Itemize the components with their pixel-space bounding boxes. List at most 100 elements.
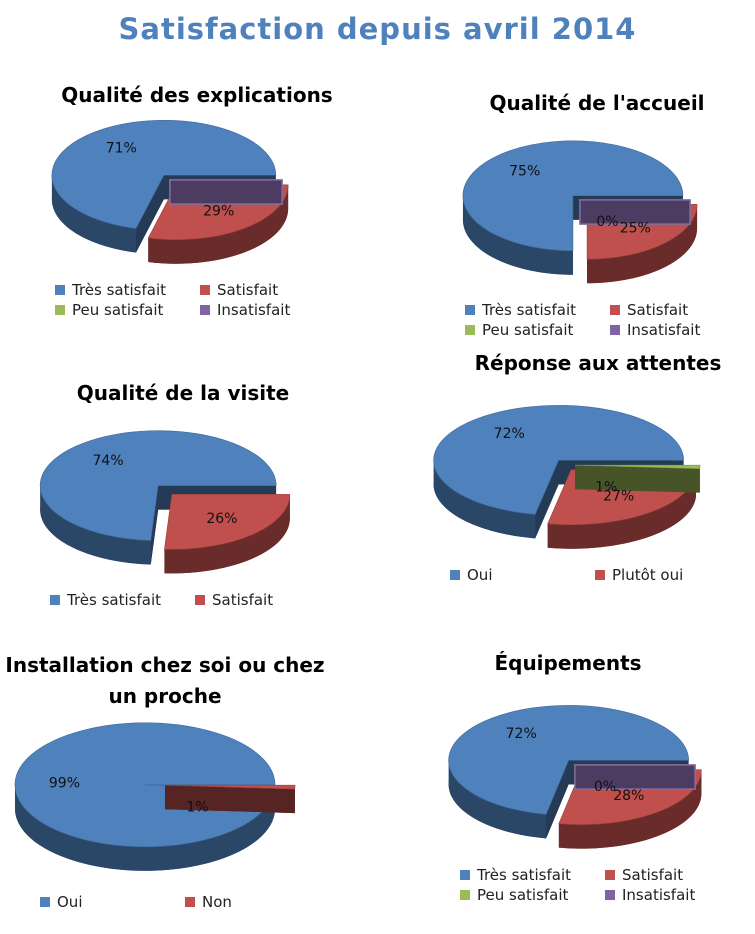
legend-item: Plutôt oui [595,566,740,584]
legend-item: Insatisfait [200,301,345,319]
legend-swatch [50,595,60,605]
slice-side [547,473,696,549]
legend-swatch [460,890,470,900]
legend: Très satisfait Satisfait Peu satisfait Insa… [460,866,750,904]
value-label: 0% [596,214,618,230]
pie: 71% 29% [51,119,289,264]
legend-item: Oui [450,566,595,584]
slice-edge [169,179,283,205]
slice-edge [574,764,696,790]
value-label: 74% [93,453,124,469]
legend-item: Non [185,893,330,911]
value-label: 1% [595,480,617,496]
slice-cut [136,175,164,253]
legend-label: Oui [57,893,83,911]
slice [574,464,701,469]
slice-side [448,760,547,839]
pie: 99% 1% [14,722,296,871]
slice [39,430,277,541]
legend-label: Satisfait [212,591,274,609]
chart-title: Installation chez soi ou chez un proche [5,653,325,708]
legend-label: Non [202,893,232,911]
value-label: 28% [613,788,644,804]
value-label: 72% [494,426,525,442]
slice-cut [546,760,569,839]
slice [448,705,689,815]
legend-swatch [610,325,620,335]
slice [14,722,276,848]
legend-item: Satisfait [195,591,340,609]
slice-cut [164,785,295,810]
value-label: 72% [506,726,537,742]
value-label: 29% [203,204,234,220]
legend-item: Insatisfait [605,886,750,904]
legend-swatch [605,890,615,900]
value-label: 75% [509,164,540,180]
main-title: Satisfaction depuis avril 2014 [118,12,637,46]
legend-label: Très satisfait [67,591,161,609]
value-label: 99% [49,776,80,792]
legend-swatch [460,870,470,880]
slice [164,494,291,550]
legend-item: Insatisfait [610,321,755,339]
legend-label: Peu satisfait [482,321,574,339]
slice-side [587,204,698,284]
legend-swatch [610,305,620,315]
slice-side [433,460,536,539]
chart-title: Qualité de l'accueil [489,91,705,115]
legend-item: Satisfait [605,866,750,884]
legend: Très satisfait Satisfait Peu satisfait Insa… [465,301,755,339]
slice-side [164,494,290,574]
legend-swatch [465,305,475,315]
legend-item: Satisfait [610,301,755,319]
legend-label: Peu satisfait [477,886,569,904]
slice-side [558,769,702,849]
legend-item: Oui [40,893,185,911]
slice-side [15,784,275,871]
legend-label: Insatisfait [627,321,701,339]
slice [433,405,684,515]
legend-item: Très satisfait [460,866,605,884]
legend-swatch [185,897,195,907]
value-label: 25% [620,220,651,236]
slice-side [40,485,151,565]
legend-label: Insatisfait [622,886,696,904]
legend-label: Très satisfait [477,866,571,884]
value-label: 1% [186,800,208,816]
chart-title: Qualité de la visite [76,381,290,405]
legend-swatch [465,325,475,335]
legend-item: Très satisfait [55,281,200,299]
slice [51,119,277,229]
legend-label: Satisfait [627,301,689,319]
legend: Très satisfait Satisfait [50,591,340,609]
legend-swatch [55,285,65,295]
pie: 74% 26% [39,430,291,574]
legend: Oui Plutôt oui [450,566,740,584]
slice-cut [150,485,159,565]
value-label: 26% [206,511,237,527]
chart-title: Qualité des explications [61,83,333,107]
legend-label: Très satisfait [482,301,576,319]
legend-item: Peu satisfait [55,301,200,319]
legend-swatch [195,595,205,605]
legend-label: Insatisfait [217,301,291,319]
legend-item: Satisfait [200,281,345,299]
legend-swatch [55,305,65,315]
pie: 72% 27%1% [433,405,701,549]
slice [462,140,684,252]
slice-edge [579,199,691,225]
legend-label: Oui [467,566,493,584]
legend-swatch [595,570,605,580]
value-label: 27% [603,489,634,505]
legend-swatch [450,570,460,580]
pie: 72% 28%0% [448,705,702,849]
legend-item: Très satisfait [50,591,195,609]
legend-label: Très satisfait [72,281,166,299]
slice-cut [574,465,700,490]
slice-side [148,184,289,264]
pie: 75% 25%0% [462,140,698,284]
legend: Oui Non [40,893,330,911]
legend-item: Peu satisfait [465,321,610,339]
